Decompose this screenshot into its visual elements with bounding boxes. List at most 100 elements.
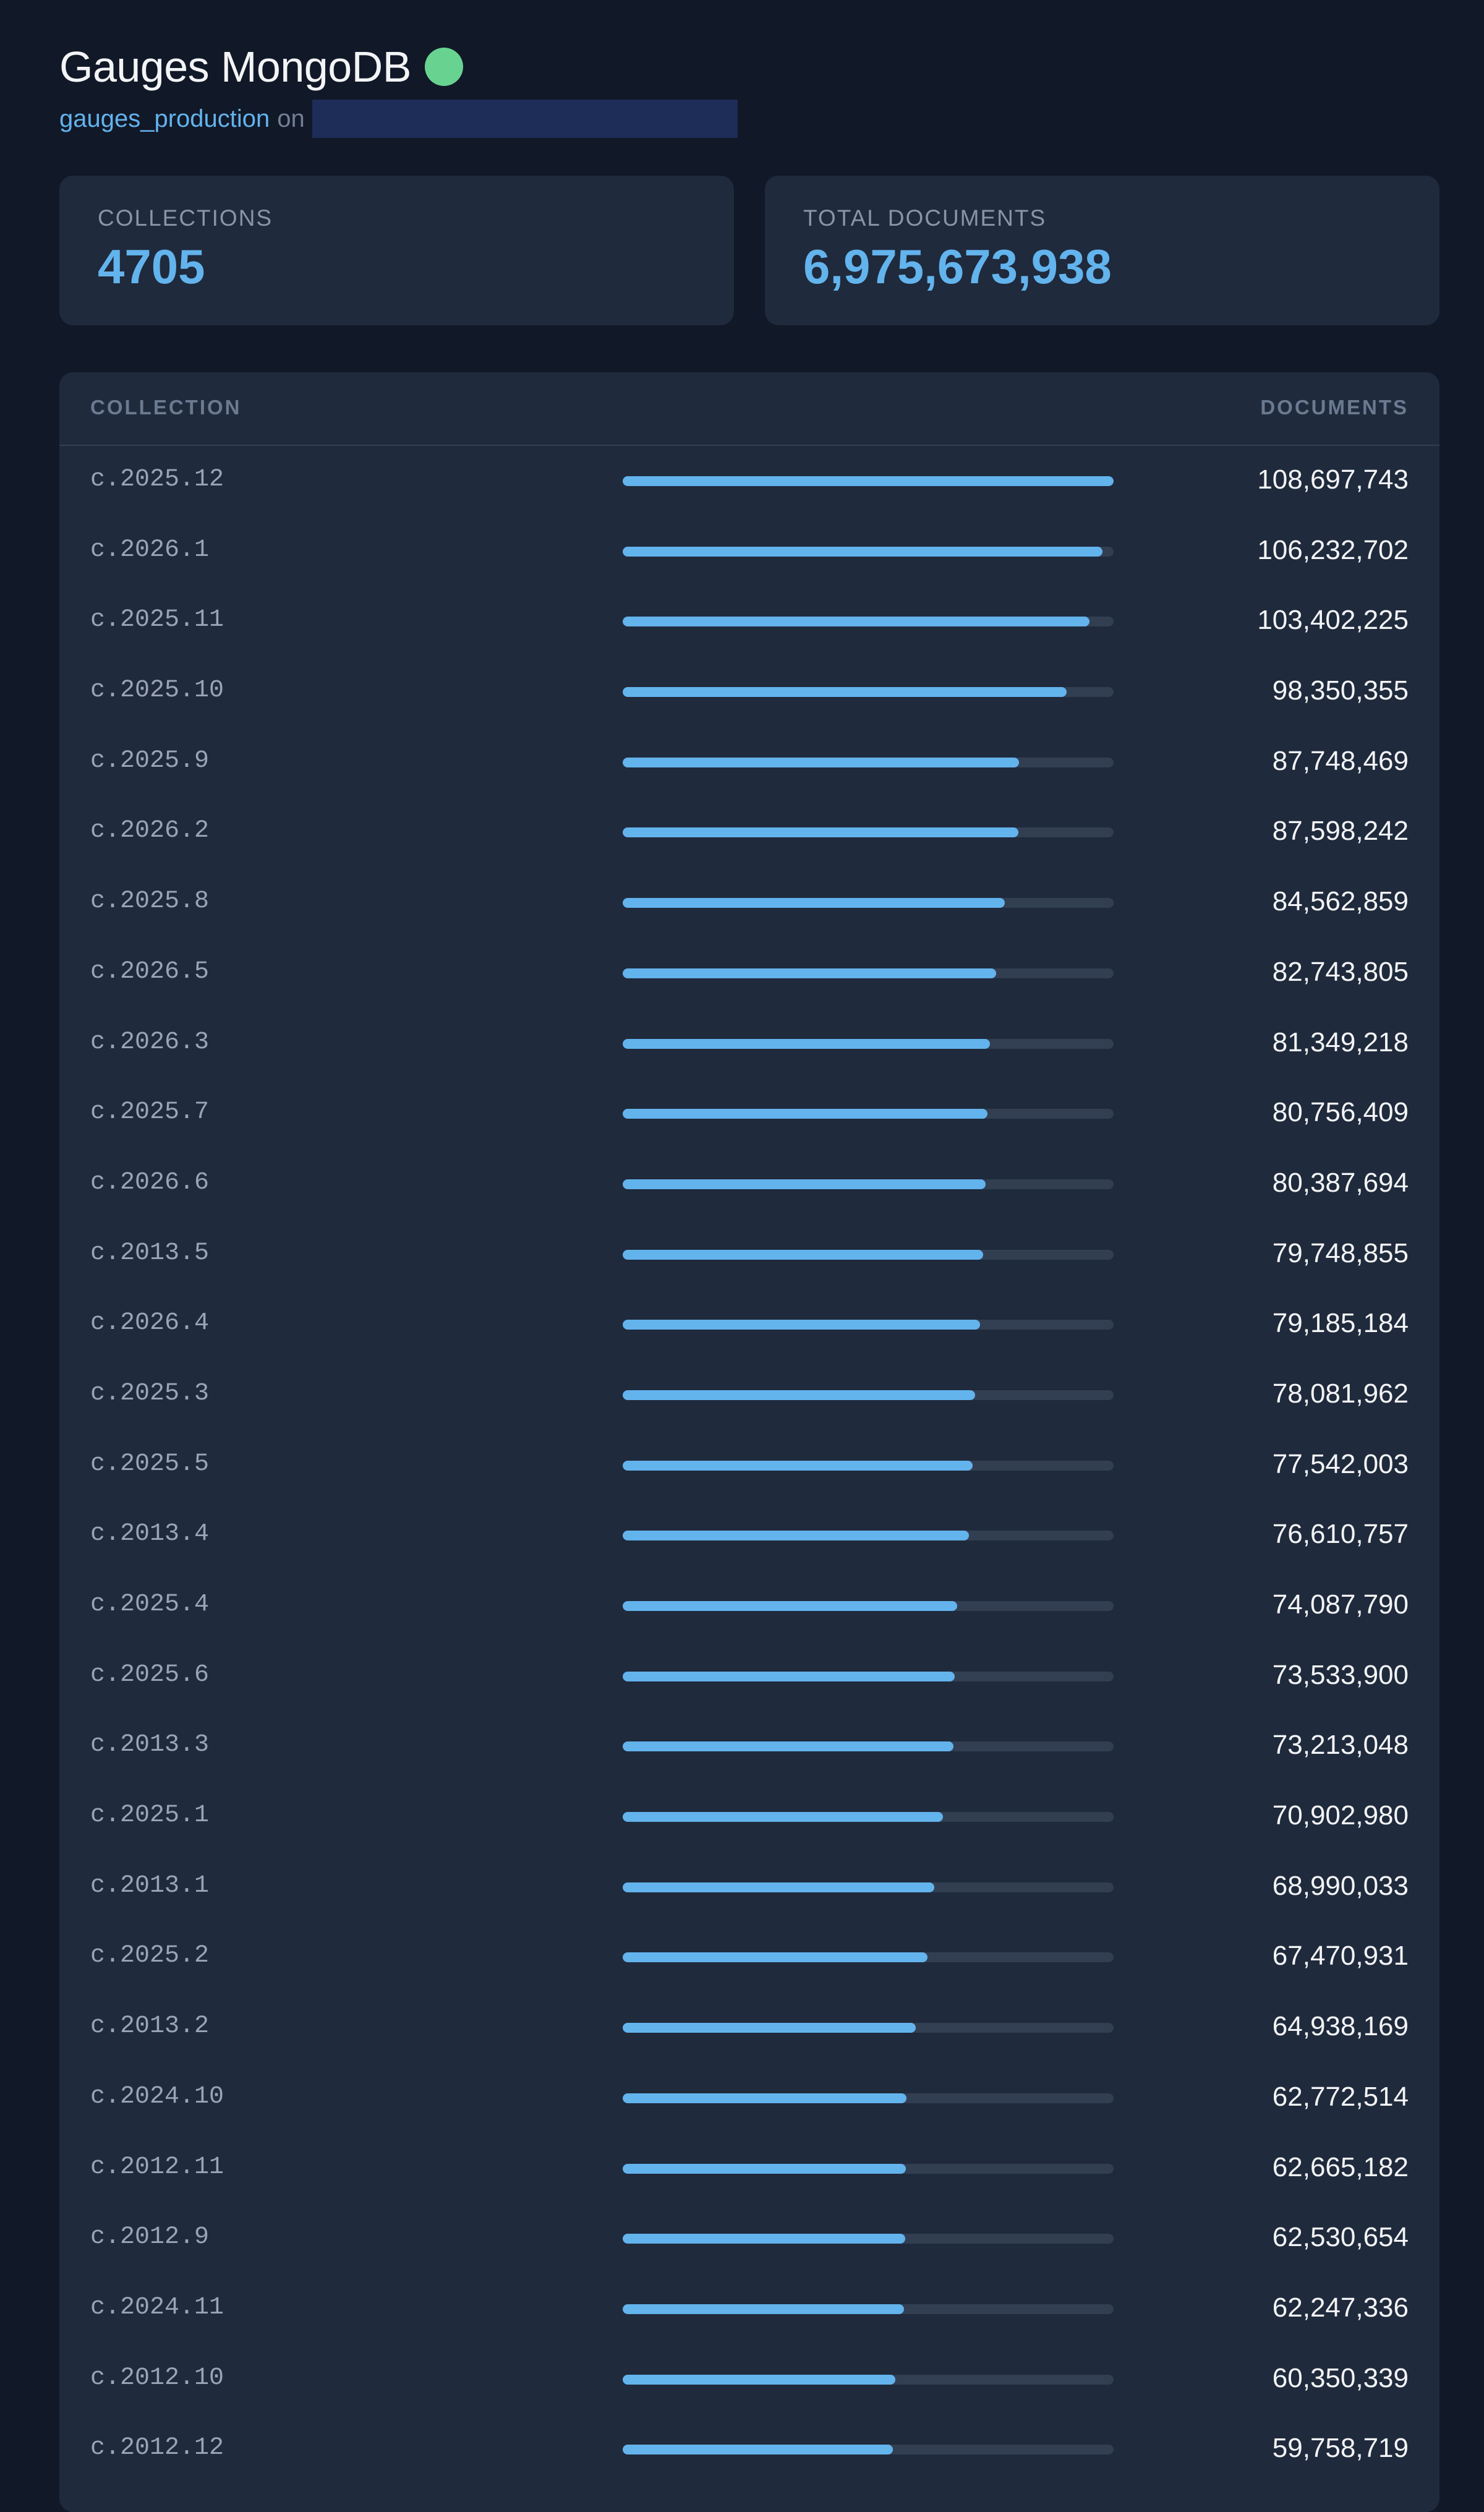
document-count: 77,542,003 [1272,1448,1409,1479]
document-share-bar [623,1320,1114,1330]
table-row[interactable]: c.2025.8 84,562,859 [59,868,1439,938]
document-count: 108,697,743 [1257,464,1409,495]
table-row[interactable]: c.2012.11 62,665,182 [59,2134,1439,2204]
document-share-bar [623,2163,1114,2174]
document-share-bar-fill [623,757,1019,767]
document-share-bar-fill [623,2304,904,2314]
document-share-bar-fill [623,2445,893,2455]
database-name: gauges_production [59,105,270,132]
collection-name: c.2026.3 [90,1028,210,1056]
table-row[interactable]: c.2025.4 74,087,790 [59,1571,1439,1641]
document-share-bar-fill [623,476,1114,486]
collection-name: c.2013.2 [90,2012,210,2041]
table-row[interactable]: c.2025.10 98,350,355 [59,657,1439,727]
document-share-bar [623,1109,1114,1119]
document-share-bar-fill [623,1460,973,1471]
table-row[interactable]: c.2025.2 67,470,931 [59,1922,1439,1993]
table-row[interactable]: c.2025.12 108,697,743 [59,446,1439,516]
document-count: 73,213,048 [1272,1730,1409,1761]
document-share-bar-fill [623,2093,906,2103]
table-row[interactable]: c.2024.10 62,772,514 [59,2063,1439,2134]
total-documents-value: 6,975,673,938 [803,239,1112,294]
document-count: 82,743,805 [1272,956,1409,987]
total-documents-card: TOTAL DOCUMENTS 6,975,673,938 [765,176,1439,325]
document-share-bar [623,1882,1114,1892]
document-share-bar-fill [623,1249,983,1260]
document-share-bar-fill [623,617,1090,627]
collection-name: c.2013.4 [90,1520,210,1549]
document-share-bar [623,476,1114,486]
table-row[interactable]: c.2024.11 62,247,336 [59,2274,1439,2344]
table-row[interactable]: c.2026.2 87,598,242 [59,797,1439,868]
table-row[interactable]: c.2012.12 59,758,719 [59,2414,1439,2485]
collection-name: c.2012.12 [90,2434,224,2463]
stats-row: COLLECTIONS 4705 TOTAL DOCUMENTS 6,975,6… [59,176,1439,325]
document-share-bar [623,1249,1114,1260]
total-documents-label: TOTAL DOCUMENTS [803,205,1047,231]
collection-name: c.2025.6 [90,1660,210,1689]
collections-card: COLLECTIONS 4705 [59,176,734,325]
document-count: 87,598,242 [1272,816,1409,847]
table-row[interactable]: c.2026.4 79,185,184 [59,1289,1439,1360]
collection-name: c.2025.11 [90,606,224,634]
document-share-bar [623,546,1114,557]
table-row[interactable]: c.2025.6 73,533,900 [59,1641,1439,1712]
collection-name: c.2012.9 [90,2223,210,2252]
column-header-collection[interactable]: COLLECTION [90,396,242,419]
document-count: 80,387,694 [1272,1167,1409,1198]
document-count: 68,990,033 [1272,1870,1409,1901]
document-share-bar [623,1179,1114,1189]
document-count: 73,533,900 [1272,1659,1409,1690]
column-header-documents[interactable]: DOCUMENTS [1260,396,1409,419]
document-share-bar [623,1952,1114,1963]
table-row[interactable]: c.2025.7 80,756,409 [59,1079,1439,1149]
document-count: 64,938,169 [1272,2011,1409,2042]
collection-name: c.2025.9 [90,746,210,775]
table-row[interactable]: c.2012.10 60,350,339 [59,2344,1439,2415]
document-count: 78,081,962 [1272,1378,1409,1409]
document-share-bar [623,687,1114,698]
table-row[interactable]: c.2013.1 68,990,033 [59,1852,1439,1923]
table-row[interactable]: c.2013.5 79,748,855 [59,1220,1439,1290]
table-row[interactable]: c.2013.2 64,938,169 [59,1993,1439,2063]
document-share-bar [623,2445,1114,2455]
document-share-bar-fill [623,898,1005,908]
collection-name: c.2024.10 [90,2082,224,2111]
collection-name: c.2025.4 [90,1591,210,1618]
table-row[interactable]: c.2026.1 106,232,702 [59,516,1439,587]
document-count: 79,748,855 [1272,1237,1409,1268]
table-row[interactable]: c.2013.4 76,610,757 [59,1500,1439,1571]
collection-name: c.2026.4 [90,1309,210,1338]
table-row[interactable]: c.2026.6 80,387,694 [59,1149,1439,1220]
document-count: 62,772,514 [1272,2081,1409,2112]
document-share-bar-fill [623,1320,981,1330]
table-row[interactable]: c.2025.9 87,748,469 [59,727,1439,798]
document-share-bar [623,2093,1114,2103]
connection-status-icon [424,48,463,86]
table-row[interactable]: c.2025.1 70,902,980 [59,1782,1439,1852]
collections-table: COLLECTION DOCUMENTS c.2025.12 108,697,74… [59,372,1439,2512]
table-row[interactable]: c.2026.5 82,743,805 [59,938,1439,1009]
document-share-bar-fill [623,2234,905,2244]
document-share-bar [623,2304,1114,2314]
document-count: 62,530,654 [1272,2222,1409,2253]
document-share-bar [623,2374,1114,2385]
collection-name: c.2026.6 [90,1168,210,1197]
document-share-bar [623,2023,1114,2033]
document-share-bar-fill [623,1882,934,1892]
document-share-bar [623,898,1114,908]
table-row[interactable]: c.2025.3 78,081,962 [59,1360,1439,1430]
document-count: 76,610,757 [1272,1519,1409,1550]
connection-info: gauges_production on [59,100,1425,138]
document-count: 60,350,339 [1272,2362,1409,2393]
document-share-bar-fill [623,687,1067,698]
table-row[interactable]: c.2013.3 73,213,048 [59,1711,1439,1782]
document-share-bar-fill [623,1952,927,1963]
table-row[interactable]: c.2026.3 81,349,218 [59,1009,1439,1079]
collection-name: c.2013.3 [90,1731,210,1759]
table-row[interactable]: c.2025.11 103,402,225 [59,586,1439,657]
collection-name: c.2025.2 [90,1942,210,1970]
document-share-bar-fill [623,546,1102,557]
table-row[interactable]: c.2025.5 77,542,003 [59,1430,1439,1501]
table-row[interactable]: c.2012.9 62,530,654 [59,2203,1439,2274]
